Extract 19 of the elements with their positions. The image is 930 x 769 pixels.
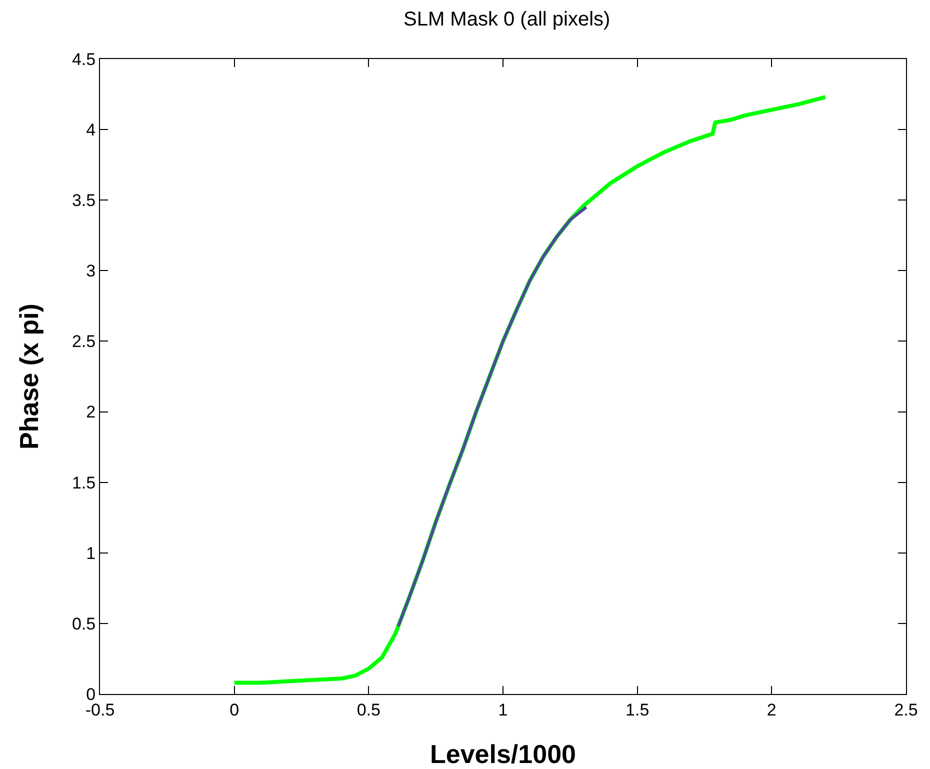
y-tick-label: 4 (86, 120, 96, 140)
x-axis-title: Levels/1000 (430, 739, 576, 769)
y-tick-label: 1 (86, 544, 96, 563)
x-tick-label: 2.5 (894, 700, 918, 720)
chart-title: SLM Mask 0 (all pixels) (403, 8, 610, 31)
y-tick-label: 2 (86, 402, 96, 422)
y-tick-label: 4.5 (72, 50, 96, 69)
y-tick-label: 0.5 (72, 614, 96, 634)
x-tick-label: 1 (498, 700, 508, 720)
y-tick-label: 2.5 (72, 332, 96, 352)
y-tick-label: 3 (86, 262, 96, 281)
x-tick-label: 0.5 (356, 700, 380, 720)
y-axis-title: Phase (x pi) (14, 304, 44, 450)
x-tick-label: 1.5 (626, 700, 650, 720)
y-tick-label: 1.5 (72, 473, 96, 492)
x-tick-label: 0 (230, 700, 240, 720)
line-series (396, 206, 588, 628)
x-tick-label: 2 (766, 700, 776, 720)
y-tick-label: 3.5 (72, 191, 96, 210)
